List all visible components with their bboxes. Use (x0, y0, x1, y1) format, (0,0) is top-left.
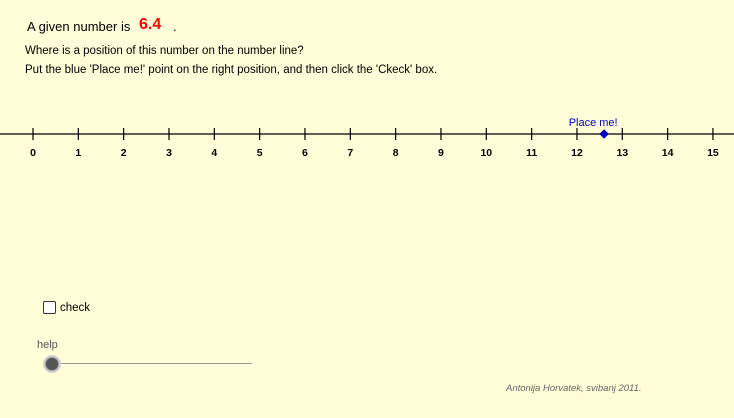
given-number-period: . (173, 19, 177, 34)
given-number-value: 6.4 (139, 16, 162, 33)
help-slider-label: help (37, 339, 58, 351)
number-line-labels: 0 1 2 3 4 5 6 7 8 9 10 11 12 13 14 15 (30, 147, 719, 159)
place-me-point-group: Place me! (569, 117, 618, 139)
instruction-text: Put the blue 'Place me!' point on the ri… (25, 64, 438, 76)
author-credit: Antonija Horvatek, svibanj 2011. (506, 383, 642, 394)
check-checkbox-control[interactable]: check (43, 301, 90, 314)
tick-label: 5 (257, 147, 263, 159)
tick-label: 6 (302, 147, 308, 159)
tick-label: 10 (480, 147, 492, 159)
help-slider-handle[interactable] (45, 357, 59, 371)
tick-label: 11 (526, 147, 537, 159)
tick-label: 14 (662, 147, 674, 159)
tick-label: 3 (166, 147, 172, 159)
tick-label: 4 (211, 147, 217, 159)
place-me-point[interactable] (599, 129, 610, 139)
check-label[interactable]: check (60, 301, 91, 314)
tick-label: 0 (30, 147, 36, 159)
number-line: 0 1 2 3 4 5 6 7 8 9 10 11 12 13 14 15 Place me! (0, 117, 734, 159)
number-line-ticks (32, 128, 714, 140)
tick-label: 2 (121, 147, 127, 159)
help-slider-track[interactable] (52, 363, 252, 364)
check-checkbox[interactable] (43, 301, 56, 314)
tick-label: 1 (75, 147, 81, 159)
tick-label: 9 (438, 147, 444, 159)
tick-label: 7 (347, 147, 353, 159)
tick-label: 15 (707, 147, 719, 159)
tick-label: 13 (616, 147, 628, 159)
place-me-label: Place me! (569, 117, 618, 129)
tick-label: 12 (571, 147, 583, 159)
tick-label: 8 (393, 147, 399, 159)
question-text: Where is a position of this number on th… (25, 45, 304, 57)
given-number-label: A given number is (27, 19, 131, 34)
